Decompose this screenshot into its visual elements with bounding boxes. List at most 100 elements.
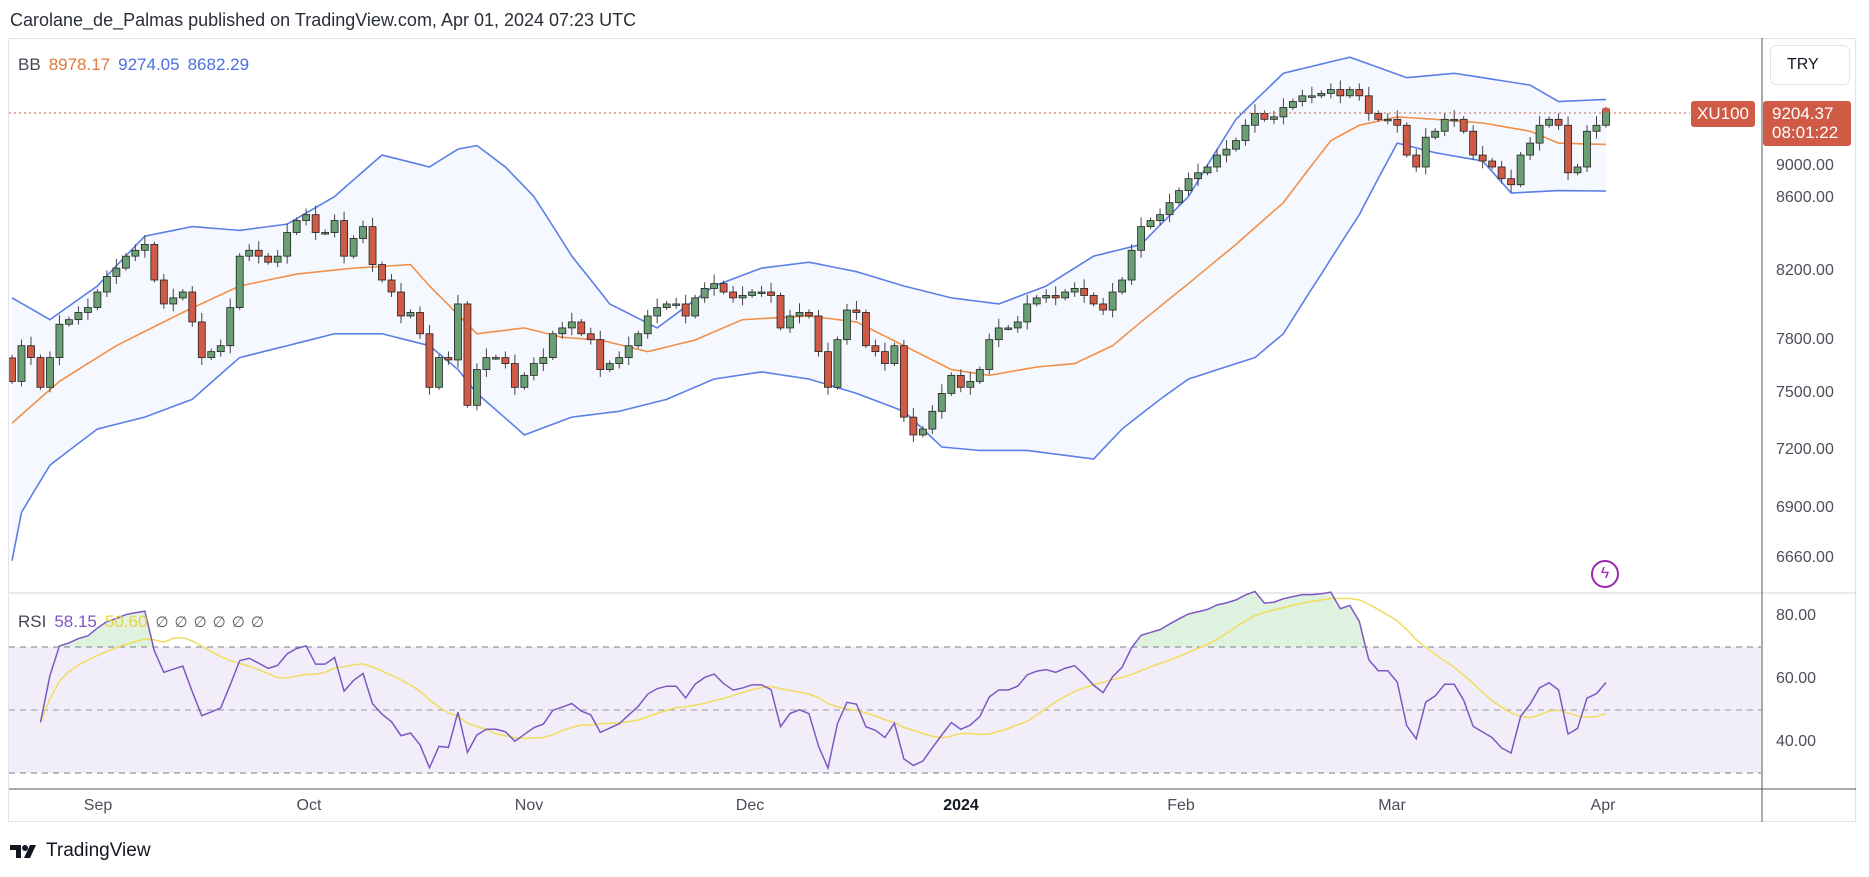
candle-body <box>1099 303 1108 311</box>
empty-value: ∅ <box>212 614 226 631</box>
candle <box>1526 136 1534 161</box>
candle <box>1431 128 1440 140</box>
currency-button[interactable]: TRY <box>1770 45 1850 85</box>
candle-body <box>548 333 557 358</box>
candle-body <box>1383 118 1392 122</box>
candle <box>1402 122 1411 158</box>
candle <box>871 339 880 357</box>
candle <box>112 258 121 284</box>
candle-body <box>852 309 861 313</box>
candle <box>539 348 548 371</box>
candle <box>292 217 301 235</box>
candle <box>188 286 197 327</box>
candle-body <box>700 287 709 299</box>
rsi-tick: 60.00 <box>1776 670 1817 687</box>
candle <box>311 205 320 240</box>
candle-body <box>719 283 728 293</box>
candle-body <box>710 283 719 289</box>
candle-body <box>956 374 965 388</box>
candle-body <box>207 351 216 358</box>
candle <box>1355 83 1364 101</box>
candle <box>1364 86 1373 121</box>
candle-body <box>1488 160 1497 168</box>
candle-body <box>1421 136 1430 168</box>
candle <box>596 330 605 377</box>
candle-body <box>1004 327 1013 330</box>
candle <box>1440 113 1449 137</box>
candle <box>1564 116 1572 181</box>
time-tick: Apr <box>1590 797 1616 814</box>
candle <box>264 253 273 265</box>
candle-body <box>1393 118 1402 126</box>
candle <box>491 354 500 361</box>
candle-body <box>1023 303 1032 323</box>
candle <box>1545 116 1553 128</box>
candle <box>501 351 510 369</box>
candle <box>378 261 386 283</box>
candle-body <box>1241 124 1250 142</box>
empty-value: ∅ <box>155 614 169 631</box>
candle-body <box>1108 291 1117 311</box>
symbol-tag: XU100 <box>1691 101 1755 127</box>
candle <box>27 336 35 365</box>
lightning-icon[interactable]: ϟ <box>1591 560 1619 588</box>
candle <box>862 309 870 349</box>
candle <box>956 369 965 393</box>
candle-body <box>1564 124 1572 174</box>
time-tick: Sep <box>83 797 113 814</box>
candle-body <box>1042 295 1051 299</box>
bb-legend[interactable]: BB 8978.17 9274.05 8682.29 <box>18 55 257 75</box>
candle-body <box>273 255 282 263</box>
time-tick: Mar <box>1378 797 1406 814</box>
candle <box>387 273 396 297</box>
candle <box>159 274 168 309</box>
bb-basis-value: 8978.17 <box>48 55 111 74</box>
candle-body <box>349 238 358 257</box>
candle <box>1279 98 1288 125</box>
bb-upper-value: 9274.05 <box>118 55 180 74</box>
candle-body <box>1326 89 1335 94</box>
candle <box>397 283 405 324</box>
candle-body <box>681 303 690 317</box>
candle <box>1326 83 1335 99</box>
candle <box>93 288 102 311</box>
candle <box>283 223 292 264</box>
candle-body <box>937 393 946 412</box>
tradingview-logo[interactable]: TradingView <box>10 840 151 862</box>
rsi-overbought-fill <box>40 594 1606 647</box>
candle-body <box>1298 95 1307 102</box>
candle-body <box>188 291 197 323</box>
candle-body <box>757 291 766 294</box>
candle <box>1203 163 1212 176</box>
candle-body <box>397 291 405 317</box>
candle <box>1317 90 1326 99</box>
candle <box>1118 276 1127 295</box>
candle-body <box>444 357 453 361</box>
candle <box>1232 137 1240 152</box>
candle-body <box>1232 140 1240 150</box>
candle-body <box>435 357 443 388</box>
candle-body <box>330 220 339 233</box>
time-tick: Dec <box>735 797 765 814</box>
candle-body <box>463 303 472 406</box>
candle-body <box>1051 295 1060 299</box>
candle-body <box>482 357 491 370</box>
candle <box>947 372 956 396</box>
candle-body <box>729 291 737 299</box>
candle-body <box>890 345 899 364</box>
candle <box>65 316 73 327</box>
candle-body <box>520 374 529 388</box>
rsi-legend[interactable]: RSI 58.15 50.60 ∅ ∅ ∅ ∅ ∅ ∅ <box>18 612 270 632</box>
candle <box>672 297 681 309</box>
price-tick: 7500.00 <box>1776 384 1834 401</box>
candle-body <box>786 315 794 329</box>
candle-body <box>1032 297 1041 305</box>
candle-body <box>1251 113 1259 126</box>
candle <box>216 339 225 357</box>
candle <box>653 298 662 324</box>
candle-body <box>795 312 804 317</box>
candle-body <box>1583 130 1591 168</box>
candle <box>1023 294 1032 330</box>
candle-body <box>178 291 187 299</box>
